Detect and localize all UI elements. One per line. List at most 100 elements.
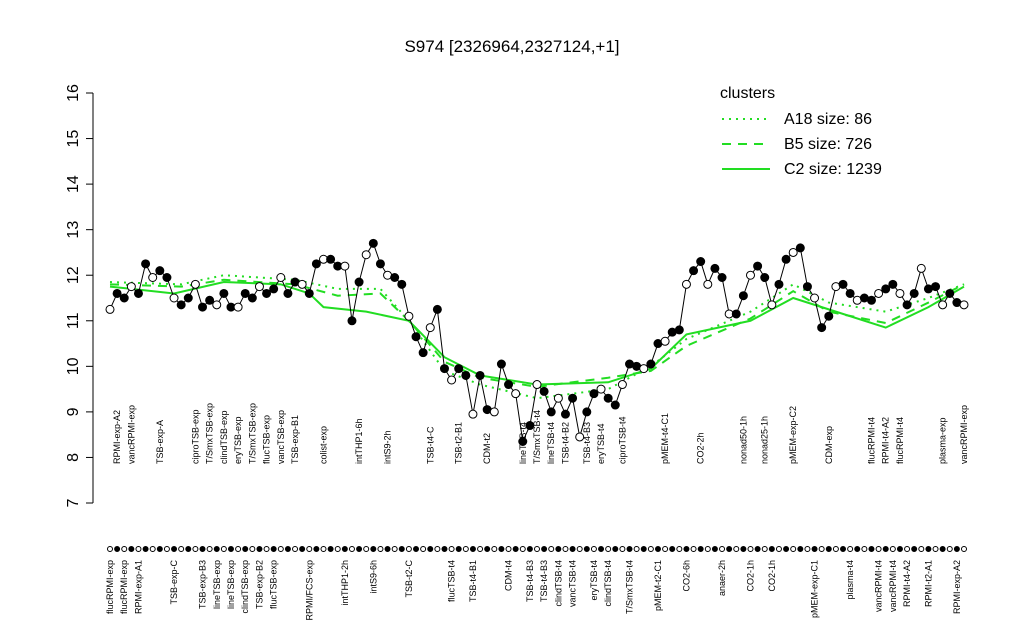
data-point <box>418 348 428 358</box>
rug-point <box>719 546 726 552</box>
rug-point <box>192 546 199 552</box>
rug-point <box>825 546 832 552</box>
rug-point <box>370 546 377 552</box>
rug-point <box>284 546 291 552</box>
rug-point <box>391 546 398 552</box>
y-tick-label: 12 <box>65 266 82 284</box>
rug-point <box>804 546 811 552</box>
rug-point <box>662 546 669 552</box>
rug-point <box>448 546 455 552</box>
data-point <box>681 279 691 289</box>
rug-point <box>740 546 747 552</box>
rug-point <box>114 546 121 552</box>
data-point <box>710 263 720 273</box>
category-label: flucRPMI-exp <box>119 560 129 614</box>
data-point <box>269 284 279 294</box>
data-point <box>397 279 407 289</box>
rug-point <box>612 546 619 552</box>
data-point <box>454 364 464 374</box>
rug-point <box>961 546 967 552</box>
rug-point <box>313 546 320 552</box>
rug-point <box>327 546 334 552</box>
rug-point <box>178 546 185 552</box>
rug-point <box>519 546 526 552</box>
rug-point <box>526 546 533 552</box>
y-tick-label: 11 <box>65 312 82 329</box>
rug-point <box>811 546 818 552</box>
data-point <box>240 288 250 298</box>
data-point <box>461 370 471 380</box>
rug-point <box>555 546 562 552</box>
data-point <box>112 288 122 298</box>
data-point <box>795 243 805 253</box>
category-label: TSB-t2-C <box>404 560 414 598</box>
data-point <box>198 302 208 312</box>
rug-point <box>149 546 156 552</box>
data-point <box>190 279 200 289</box>
data-point <box>646 359 656 369</box>
rug-point <box>875 546 882 552</box>
data-point <box>532 380 542 390</box>
category-label: CO2-6h <box>681 560 691 592</box>
data-point <box>447 375 457 385</box>
rug-point <box>925 546 932 552</box>
rug-point <box>171 546 178 552</box>
category-label: vancTSB-exp <box>276 410 286 464</box>
category-label: colist-exp <box>319 426 329 464</box>
data-point <box>283 288 293 298</box>
rug-point <box>932 546 939 552</box>
category-label: RPMI-exp-A1 <box>133 560 143 614</box>
category-label: lineTSB-t4 <box>546 422 556 464</box>
rug-point <box>605 546 612 552</box>
data-point <box>183 293 193 303</box>
data-point <box>141 259 151 269</box>
data-point <box>205 295 215 305</box>
rug-point <box>704 546 711 552</box>
rug-point <box>377 546 384 552</box>
data-point <box>361 250 371 260</box>
category-label: eryTSB-t4 <box>596 423 606 464</box>
category-label: vancTSB-t4 <box>568 560 578 607</box>
rug-point <box>640 546 647 552</box>
category-label: T/SmxTSB-exp <box>247 403 257 464</box>
rug-point <box>754 546 761 552</box>
data-point <box>311 259 321 269</box>
rug-point <box>569 546 576 552</box>
data-point <box>596 384 606 394</box>
y-tick-label: 15 <box>65 130 82 148</box>
data-point <box>674 325 684 335</box>
category-label: CDM-t4 <box>504 560 514 591</box>
rug-point <box>306 546 313 552</box>
cluster-line <box>109 278 965 388</box>
rug-point <box>768 546 775 552</box>
data-point <box>375 259 385 269</box>
rug-point <box>128 546 135 552</box>
rug-point <box>797 546 804 552</box>
category-label: CDM-exp <box>824 426 834 464</box>
rug-point <box>619 546 626 552</box>
rug-point <box>861 546 868 552</box>
rug-point <box>227 546 234 552</box>
category-label: intTHP1-2h <box>340 560 350 606</box>
data-point <box>767 300 777 310</box>
rug-point <box>363 546 370 552</box>
rug-point <box>690 546 697 552</box>
rug-point <box>683 546 690 552</box>
rug-point <box>840 546 847 552</box>
rug-point <box>292 546 299 552</box>
y-tick-label: 7 <box>65 498 82 507</box>
data-point <box>439 364 449 374</box>
rug-point <box>334 546 341 552</box>
data-point <box>368 238 378 248</box>
data-point <box>696 257 706 267</box>
category-label: TSB-t4-C <box>425 426 435 464</box>
data-point <box>489 407 499 417</box>
data-point <box>326 254 336 264</box>
category-label: vancRPMI-exp <box>126 405 136 464</box>
data-point <box>717 273 727 282</box>
rug-point <box>213 546 220 552</box>
data-point <box>802 282 812 292</box>
rug-point <box>669 546 676 552</box>
rug-point <box>761 546 768 552</box>
